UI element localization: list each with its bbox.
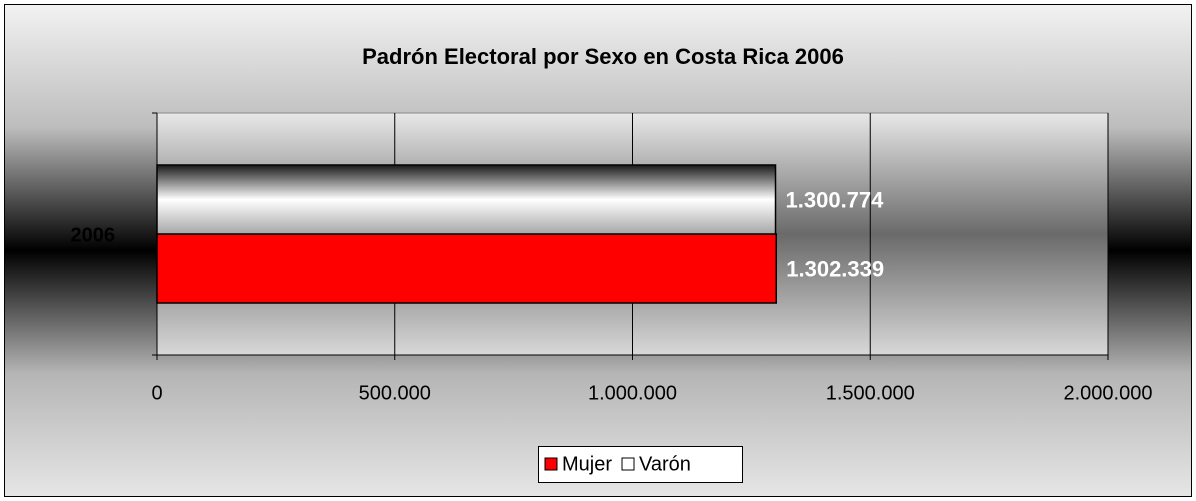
chart-title: Padrón Electoral por Sexo en Costa Rica …	[362, 44, 844, 69]
legend-label: Mujer	[562, 453, 612, 475]
x-tick-label: 0	[151, 382, 162, 404]
legend-label: Varón	[639, 453, 691, 475]
bar	[156, 164, 777, 235]
x-tick-label: 1.500.000	[826, 382, 915, 404]
legend	[538, 446, 743, 483]
value-label: 1.302.339	[786, 256, 884, 281]
legend-swatch	[544, 457, 558, 471]
value-label: 1.300.774	[786, 187, 885, 212]
bar	[156, 233, 778, 304]
x-tick-label: 500.000	[359, 382, 431, 404]
legend-swatch	[621, 457, 635, 471]
x-tick-label: 1.000.000	[588, 382, 677, 404]
y-tick-label: 2006	[71, 224, 116, 246]
x-tick-label: 2.000.000	[1064, 382, 1153, 404]
